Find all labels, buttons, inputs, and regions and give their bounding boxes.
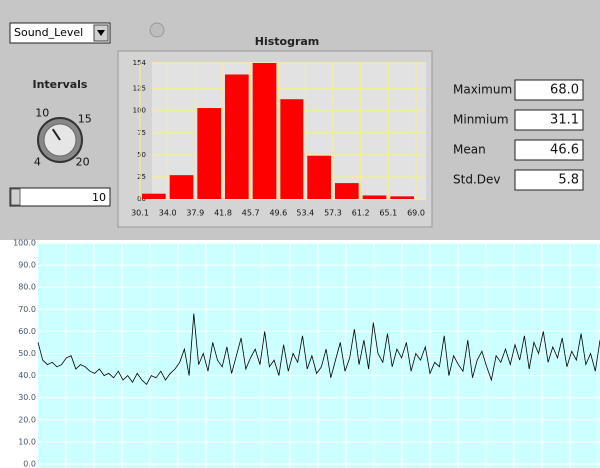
y-tick-label: 90.0: [18, 261, 36, 270]
bar: [252, 63, 277, 199]
knob-tick-label: 15: [78, 113, 92, 126]
y-tick-label: 10.0: [18, 437, 36, 446]
knob-label: Intervals: [33, 78, 88, 91]
x-tick-label: 53.4: [296, 209, 314, 218]
stat-value: 5.8: [558, 173, 579, 188]
stat-label: Mean: [453, 143, 486, 157]
spinner[interactable]: [10, 188, 21, 206]
y-tick-label: 20.0: [18, 415, 36, 424]
bar: [225, 74, 249, 199]
y-tick-label: 40.0: [18, 371, 36, 380]
bar: [197, 108, 222, 199]
stat-label: Minmium: [453, 113, 509, 127]
bar: [169, 175, 194, 199]
y-tick-label: 125: [133, 85, 146, 93]
y-tick-label: 75: [137, 129, 146, 137]
bar: [390, 196, 414, 199]
knob-tick-label: 10: [35, 106, 49, 119]
bar: [362, 195, 387, 199]
histogram-title: Histogram: [255, 35, 320, 48]
waveform-plot: [38, 243, 600, 468]
bar: [142, 193, 166, 199]
x-tick-label: 34.0: [159, 209, 177, 218]
stat-value: 68.0: [550, 83, 579, 98]
selector-text: Sound_Level: [14, 26, 83, 39]
x-tick-label: 30.1: [131, 209, 149, 218]
y-tick-label: 0.0: [23, 460, 36, 468]
knob-tick-label: 4: [34, 156, 41, 169]
numeric-field[interactable]: [9, 187, 111, 207]
y-tick-label: 00: [137, 195, 146, 203]
stat-box: [514, 79, 584, 101]
y-tick-label: 100.0: [13, 239, 36, 248]
bar: [280, 99, 304, 199]
y-tick-label: 50: [137, 151, 146, 159]
selector[interactable]: [9, 22, 111, 44]
stat-value: 46.6: [550, 143, 579, 158]
stat-value: 31.1: [550, 113, 579, 128]
y-tick-label: 30.0: [18, 393, 36, 402]
bar: [334, 183, 359, 199]
round-button[interactable]: [149, 22, 165, 38]
stat-box: [514, 109, 584, 131]
stat-label: Std.Dev: [453, 173, 500, 187]
x-tick-label: 49.6: [269, 209, 287, 218]
bar: [307, 155, 331, 199]
x-tick-label: 41.8: [214, 209, 232, 218]
waveform-line: [37, 313, 600, 386]
knob-tick-label: 20: [76, 156, 90, 169]
x-tick-label: 37.9: [186, 209, 204, 218]
numeric-value: 10: [92, 191, 106, 204]
y-tick-label: 25: [137, 173, 146, 181]
stat-label: Maximum: [453, 83, 512, 97]
x-tick-label: 65.1: [379, 209, 397, 218]
y-tick-label: 100: [133, 107, 146, 115]
y-tick-label: 50.0: [18, 349, 36, 358]
y-tick-label: 80.0: [18, 283, 36, 292]
x-tick-label: 61.2: [352, 209, 370, 218]
knob-pointer: [51, 128, 61, 141]
y-tick-label: 70.0: [18, 305, 36, 314]
x-tick-label: 57.3: [324, 209, 342, 218]
x-tick-label: 45.7: [242, 209, 260, 218]
stat-box: [514, 139, 584, 161]
arrow-icon: [97, 30, 105, 36]
x-tick-label: 69.0: [407, 209, 425, 218]
stat-box: [514, 169, 584, 191]
y-tick-label: 60.0: [18, 327, 36, 336]
